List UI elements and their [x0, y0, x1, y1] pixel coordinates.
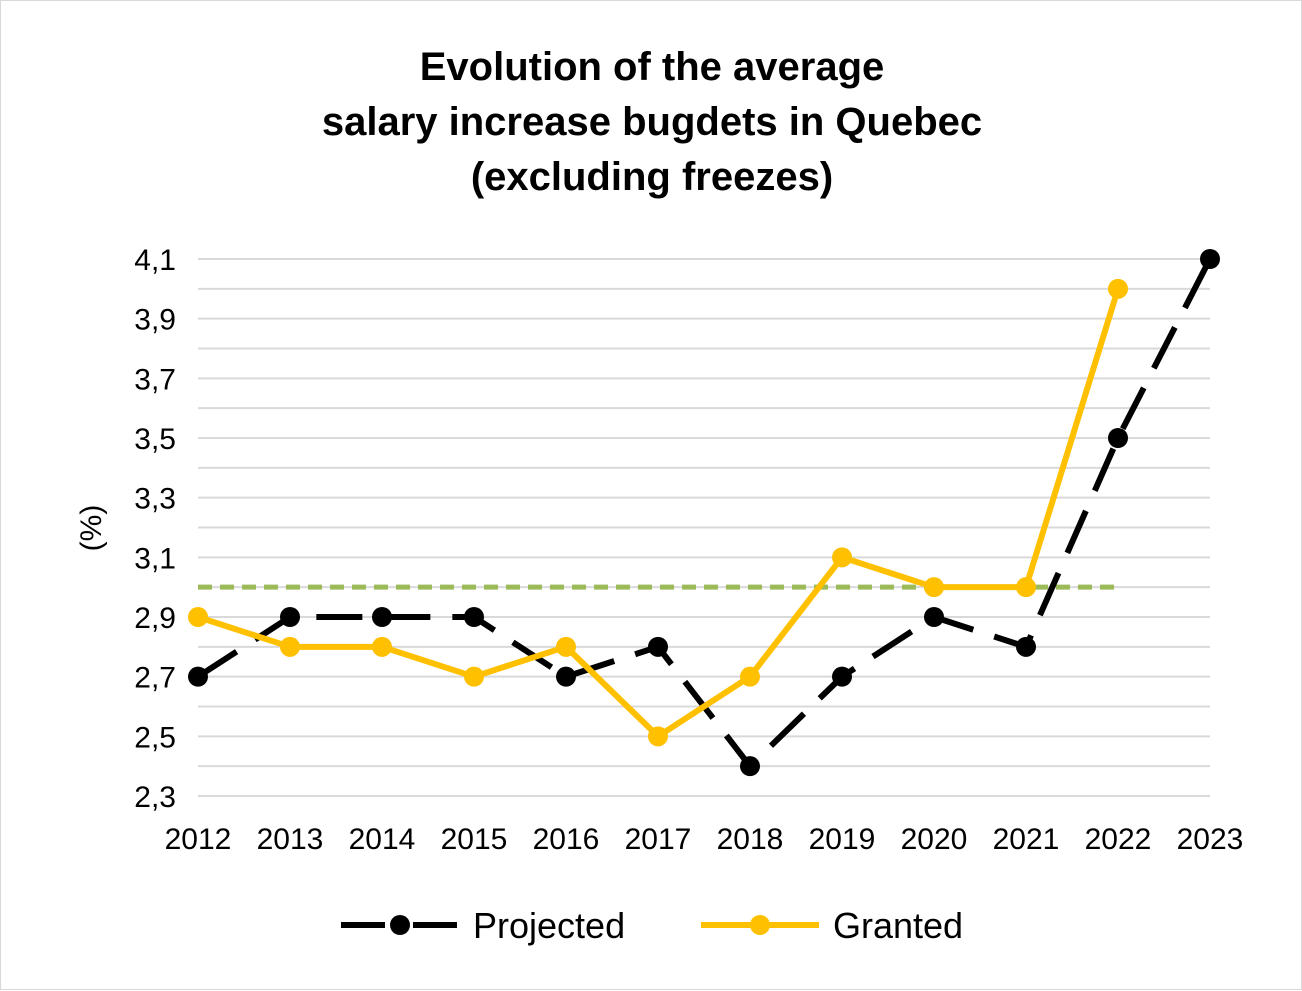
legend-label: Projected [473, 905, 625, 946]
data-point-granted [464, 666, 484, 687]
series-group [188, 249, 1220, 777]
data-point-granted [188, 607, 208, 627]
y-tick-label: 3,9 [134, 304, 176, 337]
legend-label: Granted [833, 905, 963, 946]
x-tick-label: 2019 [809, 823, 876, 856]
y-tick-label: 3,3 [134, 483, 176, 516]
data-point-granted [1016, 577, 1036, 598]
legend-item-projected: Projected [341, 905, 625, 946]
data-point-granted [740, 666, 760, 687]
data-point-granted [280, 636, 300, 657]
legend-swatch-marker [750, 915, 770, 935]
data-point-granted [924, 577, 944, 598]
x-tick-label: 2013 [257, 823, 324, 856]
x-tick-label: 2012 [165, 823, 232, 856]
legend-swatch-marker [390, 915, 410, 935]
series-line-granted [197, 287, 1121, 740]
y-tick-label: 4,1 [134, 244, 176, 277]
data-point-granted [556, 636, 576, 657]
legend: Projected Granted [341, 905, 963, 946]
legend-item-granted: Granted [701, 905, 963, 946]
x-tick-label: 2022 [1085, 823, 1152, 856]
data-point-granted [832, 547, 852, 568]
data-point-projected [188, 666, 208, 687]
data-point-projected [648, 636, 668, 657]
x-tick-label: 2020 [901, 823, 968, 856]
data-point-projected [924, 607, 944, 627]
y-tick-label: 3,7 [134, 363, 176, 396]
data-point-projected [740, 756, 760, 777]
series-granted [188, 278, 1128, 747]
y-tick-label: 2,7 [134, 662, 176, 695]
x-tick-label: 2018 [717, 823, 784, 856]
y-tick-label: 2,5 [134, 721, 176, 754]
y-axis-title: (%) [75, 505, 108, 552]
x-tick-label: 2017 [625, 823, 692, 856]
y-tick-label: 2,3 [134, 781, 176, 814]
x-tick-label: 2014 [349, 823, 416, 856]
data-point-projected [556, 666, 576, 687]
data-point-projected [1200, 249, 1220, 269]
data-point-projected [372, 607, 392, 627]
data-point-projected [832, 666, 852, 687]
y-tick-label: 3,1 [134, 542, 176, 575]
y-tick-label: 2,9 [134, 602, 176, 635]
chart-title-line-2: salary increase bugdets in Quebec [322, 100, 982, 144]
series-projected [188, 249, 1220, 777]
x-tick-label: 2023 [1177, 823, 1244, 856]
y-axis-ticks: 4,1 3,9 3,7 3,5 3,3 3,1 2,9 2,7 2,5 2,3 [134, 244, 176, 814]
x-tick-label: 2015 [441, 823, 508, 856]
data-point-projected [464, 607, 484, 627]
x-axis-ticks: 2012 2013 2014 2015 2016 2017 2018 2019 2020 2021… [165, 823, 1244, 856]
chart-title: Evolution of the average salary increase… [322, 45, 982, 199]
gridlines [198, 258, 1210, 797]
chart-title-line-3: (excluding freezes) [471, 155, 833, 199]
x-tick-label: 2021 [993, 823, 1060, 856]
data-point-projected [280, 607, 300, 627]
y-tick-label: 3,5 [134, 423, 176, 456]
series-line-projected [196, 257, 1213, 770]
x-tick-label: 2016 [533, 823, 600, 856]
data-point-granted [1108, 278, 1128, 299]
data-point-projected [1108, 428, 1128, 448]
chart-title-line-1: Evolution of the average [420, 45, 885, 89]
data-point-granted [372, 636, 392, 657]
data-point-projected [1016, 636, 1036, 657]
data-point-granted [648, 726, 668, 747]
